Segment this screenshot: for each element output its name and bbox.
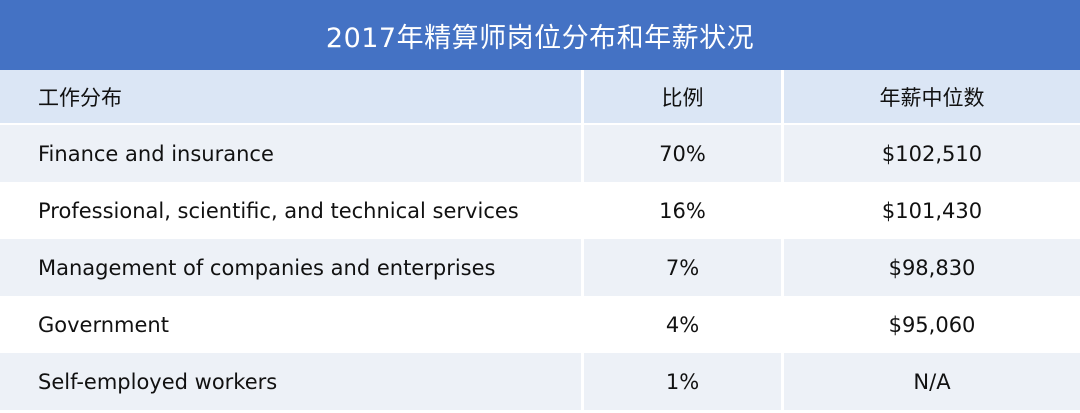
table-row: Self-employed workers 1% N/A bbox=[0, 353, 1080, 410]
table-row: Finance and insurance 70% $102,510 bbox=[0, 125, 1080, 182]
share-cell: 7% bbox=[584, 239, 784, 296]
sector-cell: Self-employed workers bbox=[0, 353, 584, 410]
header-row: 工作分布 比例 年薪中位数 bbox=[0, 70, 1080, 125]
table-row: Management of companies and enterprises … bbox=[0, 239, 1080, 296]
median-salary-cell: $98,830 bbox=[888, 255, 976, 280]
share-cell: 1% bbox=[584, 353, 784, 410]
median-salary-cell: $102,510 bbox=[881, 141, 983, 166]
header-median-salary: 年薪中位数 bbox=[784, 70, 1080, 125]
sector-cell: Government bbox=[0, 296, 584, 353]
table-row: Government 4% $95,060 bbox=[0, 296, 1080, 353]
salary-table: 工作分布 比例 年薪中位数 Finance and insurance 70% … bbox=[0, 70, 1080, 410]
share-cell: 4% bbox=[584, 296, 784, 353]
sector-cell: Finance and insurance bbox=[0, 125, 584, 182]
table-title: 2017年精算师岗位分布和年薪状况 bbox=[0, 0, 1080, 70]
table-row: Professional, scientific, and technical … bbox=[0, 182, 1080, 239]
header-sector: 工作分布 bbox=[0, 70, 584, 125]
share-cell: 70% bbox=[584, 125, 784, 182]
header-share: 比例 bbox=[584, 70, 784, 125]
median-salary-cell: $101,430 bbox=[881, 198, 983, 223]
median-salary-cell: N/A bbox=[913, 369, 951, 394]
sector-cell: Management of companies and enterprises bbox=[0, 239, 584, 296]
sector-cell: Professional, scientific, and technical … bbox=[0, 182, 584, 239]
share-cell: 16% bbox=[584, 182, 784, 239]
median-salary-cell: $95,060 bbox=[888, 312, 976, 337]
